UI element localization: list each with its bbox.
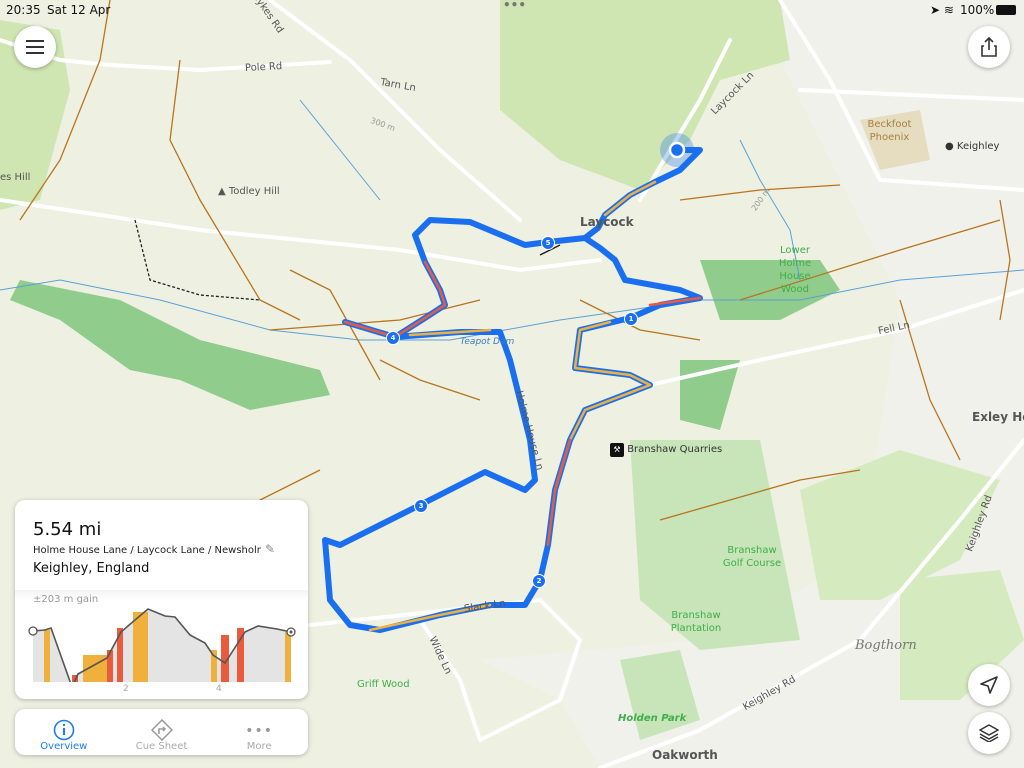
place-label: Teapot Dam	[460, 337, 515, 347]
place-label: Branshaw Quarries	[627, 444, 723, 455]
tab-more[interactable]: ••• More	[210, 709, 308, 755]
place-label: es Hill	[0, 172, 31, 183]
x-tick-label: 4	[216, 684, 222, 694]
elevation-band	[72, 675, 78, 682]
place-label-todley-hill: ▲ Todley Hill	[218, 186, 280, 197]
place-label: Beckfoot Phoenix	[867, 119, 912, 143]
place-label: Holden Park	[618, 713, 687, 724]
place-label-quarries: ⚒ Branshaw Quarries	[610, 443, 722, 457]
status-time: 20:35	[6, 3, 41, 17]
elevation-band	[133, 612, 148, 682]
place-label: Branshaw Golf Course	[722, 545, 782, 569]
x-tick-label: 2	[123, 684, 129, 694]
elevation-start-marker	[28, 626, 38, 636]
elevation-band	[107, 650, 113, 682]
tab-label: Cue Sheet	[135, 741, 188, 752]
share-icon	[981, 37, 997, 57]
steep-segment	[368, 603, 492, 632]
wood-area	[800, 450, 1000, 600]
elevation-band	[237, 628, 244, 682]
route-name: Holme House Lane / Laycock Lane / Newsho…	[33, 545, 261, 556]
elevation-band	[285, 632, 291, 682]
steep-segment	[553, 320, 652, 492]
route-marker-5[interactable]: 5	[541, 236, 555, 250]
route-marker-1[interactable]: 1	[624, 312, 638, 326]
elevation-band	[44, 630, 50, 682]
elevation-steep-bands	[44, 612, 291, 682]
place-label: Oakworth	[652, 748, 718, 762]
wood-area	[10, 280, 330, 410]
menu-icon	[26, 40, 44, 54]
elevation-area	[33, 609, 291, 682]
place-label: Branshaw Plantation	[670, 610, 722, 634]
wood-area	[620, 650, 700, 740]
route-marker-3[interactable]: 3	[414, 499, 428, 513]
steep-segment	[408, 328, 492, 337]
place-label: Todley Hill	[228, 186, 280, 197]
tab-cue-sheet[interactable]: Cue Sheet	[113, 709, 211, 755]
more-dots-icon: •••	[245, 723, 274, 739]
route-distance: 5.54 mi	[33, 519, 102, 540]
wood-area	[500, 0, 790, 190]
edit-pencil-icon[interactable]: ✎	[265, 542, 276, 556]
steep-segment	[603, 180, 657, 217]
place-label-keighley: ● Keighley	[945, 141, 1000, 152]
status-date: Sat 12 Apr	[47, 3, 111, 17]
route-marker-4[interactable]: 4	[386, 331, 400, 345]
route-overview-card[interactable]: 5.54 mi Holme House Lane / Laycock Lane …	[15, 500, 308, 699]
place-label: Laycock	[580, 215, 634, 229]
layers-button[interactable]	[968, 712, 1010, 754]
battery-icon	[996, 5, 1016, 15]
share-button[interactable]	[968, 26, 1010, 68]
elevation-band	[117, 628, 123, 682]
elevation-band	[211, 650, 217, 682]
info-icon	[53, 719, 75, 741]
multitask-dots-icon[interactable]: •••	[503, 0, 527, 12]
quarry-icon: ⚒	[610, 443, 624, 457]
layers-icon	[979, 724, 999, 742]
route-marker-2[interactable]: 2	[532, 574, 546, 588]
place-label: Exley He	[972, 410, 1024, 424]
elevation-line	[32, 608, 292, 682]
steep-segment	[648, 296, 702, 307]
wood-area	[680, 360, 740, 430]
location-arrow-icon	[980, 676, 998, 694]
tab-overview[interactable]: Overview	[15, 709, 113, 755]
wood-area	[0, 20, 70, 210]
steep-segment	[553, 438, 572, 492]
elevation-band	[221, 635, 229, 682]
tab-label: Overview	[40, 741, 88, 752]
elevation-chart[interactable]: ±203 m gain	[15, 590, 308, 682]
elevation-gain: ±203 m gain	[33, 594, 99, 605]
menu-button[interactable]	[14, 26, 56, 68]
place-label: Bogthorn	[855, 638, 917, 653]
wood-area	[860, 110, 930, 170]
location-wifi-icons: ➤ ≋	[930, 3, 954, 17]
steep-segment	[546, 488, 557, 547]
road-label: Pole Rd	[244, 61, 283, 74]
place-label: Keighley	[956, 141, 1000, 152]
locate-button[interactable]	[968, 664, 1010, 706]
bottom-tab-bar: Overview Cue Sheet ••• More	[15, 709, 308, 755]
place-label: Griff Wood	[357, 679, 410, 690]
route-location: Keighley, England	[33, 561, 150, 576]
battery-percent: 100%	[960, 3, 995, 17]
turn-right-diamond-icon	[150, 719, 173, 741]
tab-label: More	[246, 741, 272, 752]
current-location-dot	[668, 141, 686, 159]
place-label: Lower Holme House Wood	[778, 245, 812, 295]
